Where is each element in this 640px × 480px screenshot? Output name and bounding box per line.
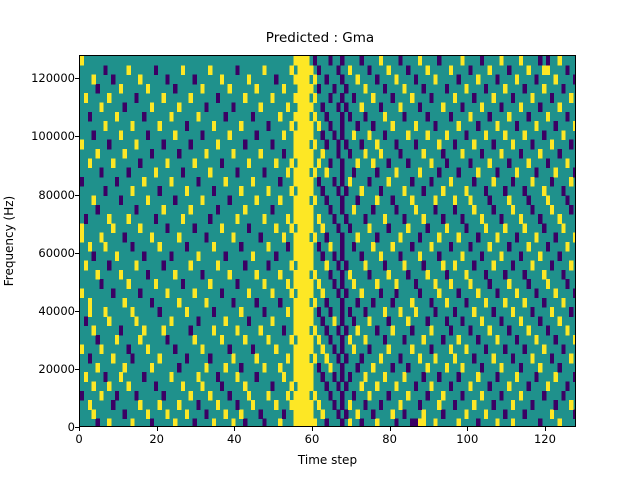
x-tick-mark (311, 427, 314, 431)
x-tick-label: 20 (149, 432, 164, 446)
x-axis-label: Time step (297, 453, 358, 467)
y-tick-mark (75, 78, 79, 80)
chart-title: Predicted : Gma (265, 30, 375, 46)
x-tick-label: 0 (75, 432, 83, 446)
x-tick-mark (234, 427, 236, 431)
y-tick-label: 120000 (31, 71, 75, 86)
y-tick-mark (75, 194, 79, 196)
heatmap-axes (79, 55, 576, 427)
y-tick-mark (75, 252, 79, 254)
y-tick-mark (75, 310, 79, 312)
y-tick-mark (75, 427, 79, 429)
y-tick-label: 0 (67, 420, 75, 434)
y-tick-label: 60000 (38, 245, 75, 260)
heatmap-image (80, 56, 575, 426)
x-tick-label: 120 (533, 432, 556, 446)
y-tick-label: 100000 (31, 129, 75, 144)
x-tick-label: 40 (226, 432, 242, 446)
x-tick-mark (467, 427, 469, 431)
x-tick-mark (389, 427, 391, 431)
y-tick-label: 40000 (38, 303, 75, 318)
x-tick-mark (156, 427, 158, 431)
x-tick-label: 80 (382, 432, 397, 446)
x-tick-mark (79, 427, 81, 431)
y-axis-label-wrap: Frequency (Hz) (0, 55, 18, 427)
y-tick-mark (75, 368, 79, 370)
x-tick-label: 60 (304, 432, 320, 446)
y-tick-label: 20000 (38, 361, 75, 376)
y-axis-label: Frequency (Hz) (2, 195, 16, 287)
x-tick-label: 100 (456, 432, 479, 446)
x-tick-mark (544, 427, 547, 431)
y-tick-label: 80000 (38, 187, 75, 202)
y-tick-mark (75, 136, 79, 138)
